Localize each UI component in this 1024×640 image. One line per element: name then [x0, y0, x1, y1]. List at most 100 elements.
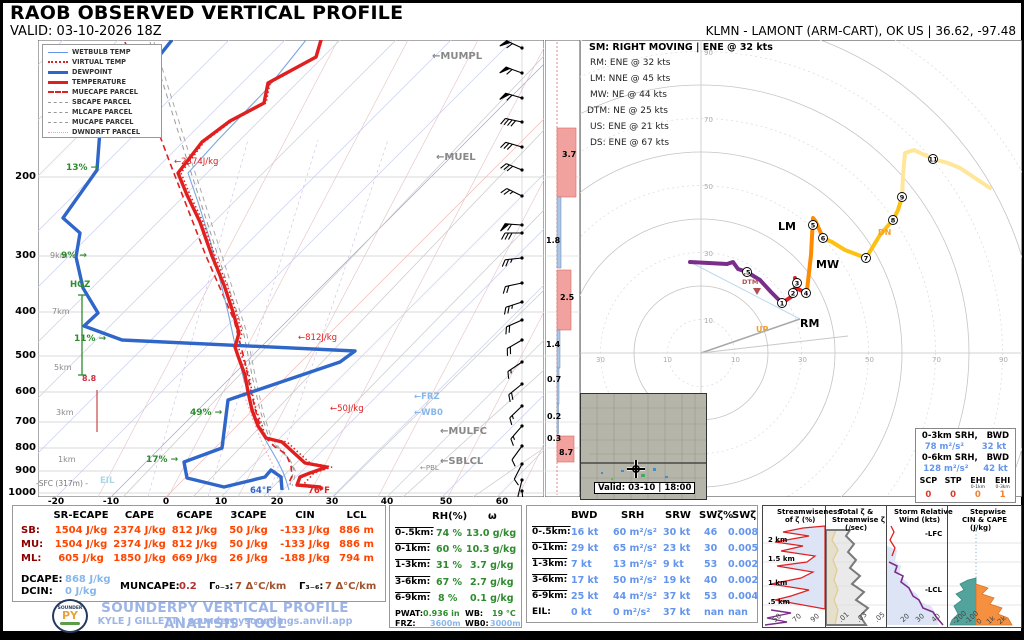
swz-value: 0.005	[728, 543, 759, 554]
row-label: MU:	[21, 539, 44, 550]
logo-text-py: PY	[61, 609, 79, 622]
srw-lower-line	[888, 561, 944, 626]
stepwise-cape-panel	[948, 524, 1021, 626]
dtm-label: DTM	[742, 278, 759, 286]
srw-value: 30 kt	[663, 527, 691, 538]
legend-label: DEWPOINT	[72, 68, 113, 76]
rh-value: 60 %	[436, 544, 463, 555]
thermo-header: CIN	[295, 510, 315, 521]
svg-text:10: 10	[704, 317, 713, 325]
mini-panels: Streamwiseness of ζ (%) 2 km 1.5 km 1 km…	[762, 505, 1022, 628]
map-inset: Valid: 03-10 | 18:00	[580, 393, 707, 500]
swzpct-value: 53	[704, 559, 718, 570]
bwd-value: 0 kt	[571, 607, 592, 618]
skewt-pressure-gridlines	[38, 176, 544, 494]
stp-header: STP	[944, 476, 962, 485]
frz-value: 3600m	[430, 619, 461, 628]
row-label: 0-.5km:	[395, 528, 434, 538]
panel4-title-2: CIN & CAPE	[962, 516, 1008, 524]
temperature-legend-swatch	[48, 80, 68, 84]
panel2-title-2: Streamwise ζ	[832, 516, 885, 524]
svg-text:30: 30	[596, 356, 605, 364]
omega-value: 3.7 g/kg	[470, 560, 514, 571]
swzpct-value: nan	[704, 607, 724, 618]
legend-label: MUECAPE PARCEL	[72, 88, 138, 96]
swz-value: 0.008	[728, 527, 759, 538]
page-title: RAOB OBSERVED VERTICAL PROFILE	[10, 2, 404, 24]
frame-left	[0, 0, 3, 640]
srh-value: 0 m²/s²	[613, 607, 651, 618]
scp-value: 0	[925, 490, 932, 500]
hodograph-ring-labels: 10 30 50 70 90 10 30 50 70 90 10 30	[596, 49, 1008, 364]
lapse36-label: Γ₃₋₆:	[299, 581, 324, 592]
row-label: 1-3km:	[532, 559, 568, 569]
temp-tick: -10	[102, 497, 120, 507]
srh-value: 50 m²/s²	[613, 575, 657, 586]
legend-label: VIRTUAL TEMP	[72, 58, 126, 66]
total-vorticity-profile	[826, 529, 870, 626]
height-label: 3km	[56, 408, 74, 417]
svg-text:3: 3	[795, 280, 800, 288]
temp-tick: 0	[162, 497, 170, 507]
swzpct-value: 53	[704, 591, 718, 602]
temp-tick: -20	[47, 497, 65, 507]
thermo-header: 6CAPE	[176, 510, 213, 521]
dewpoint-line	[61, 40, 357, 491]
dcin-value: 0 J/kg	[65, 586, 97, 597]
svg-text:50: 50	[704, 183, 713, 191]
sfc-elevation-label: -SFC (317m) -	[36, 479, 88, 488]
bwd-value: 25 kt	[571, 591, 599, 602]
srw-fill	[887, 546, 939, 625]
rm-label: RM	[800, 317, 820, 330]
panel1-height: 2 km	[768, 536, 788, 544]
cape6-value-annotation: ←812J/kg	[298, 333, 338, 343]
srh-0-3-values: 78 m²/s² 32 kt	[924, 442, 1007, 452]
row-label: 6-9km:	[532, 591, 568, 601]
logo-swoosh	[60, 622, 80, 625]
lcl-marker-label: -LCL	[925, 586, 942, 594]
advection-value: 2.5	[560, 293, 575, 302]
height-label: 7km	[52, 307, 70, 316]
height-label: 9km	[50, 251, 68, 260]
cell: 812 J/kg	[171, 525, 218, 536]
map-valid-label: Valid: 03-10 | 18:00	[594, 482, 696, 494]
row-label: 0-1km:	[532, 543, 568, 553]
pressure-tick: 700	[15, 416, 36, 427]
temp-tick: 10	[214, 497, 228, 507]
srh-value: 65 m²/s²	[613, 543, 657, 554]
legend-label: TEMPERATURE	[72, 78, 127, 86]
rh-annotation: 49% →	[190, 408, 223, 418]
rh-annotation: 13% →	[66, 163, 99, 173]
kinematics-table: BWD SRH SRW SWζ% SWζ 0-.5km: 16 kt 60 m²…	[526, 505, 758, 623]
hgz-line	[78, 294, 86, 376]
station-title: KLMN - LAMONT (ARM-CART), OK US | 36.62,…	[705, 24, 1016, 38]
srh-0-6-label: 0-6km SRH, BWD	[921, 453, 1010, 463]
legend-label: DWNDRFT PARCEL	[72, 128, 141, 136]
row-label: 1-3km:	[395, 560, 431, 570]
svg-text:1: 1	[780, 300, 785, 308]
wb-value: 19 °C	[492, 609, 516, 618]
thermo-header: 3CAPE	[230, 510, 267, 521]
panel4-title-3: (J/kg)	[970, 524, 992, 532]
mw-label: MW	[816, 258, 840, 271]
skewt-legend: WETBULB TEMP VIRTUAL TEMP DEWPOINT TEMPE…	[42, 44, 162, 138]
pressure-tick: 1000	[8, 487, 36, 498]
wb-label: WB:	[465, 609, 484, 618]
cell: 794 m	[339, 553, 374, 564]
dcape-label: DCAPE:	[21, 574, 63, 585]
svg-text:70: 70	[704, 116, 713, 124]
svg-text:30: 30	[704, 250, 713, 258]
srh-0-6-values: 128 m²/s² 42 kt	[923, 464, 1008, 474]
panel3-title-2: Wind (kts)	[899, 516, 941, 524]
rm-vector	[700, 318, 801, 354]
rh-annotation: 17% →	[146, 455, 179, 465]
streamwiseness-profile	[770, 525, 825, 610]
srh-value: 60 m²/s²	[613, 527, 657, 538]
pwat-label: PWAT:	[395, 609, 424, 618]
mlcape-parcel-line	[153, 41, 297, 487]
height-label: 1km	[58, 455, 76, 464]
panel1-title-1: Streamwiseness	[777, 508, 842, 516]
frame-top	[0, 0, 1024, 3]
pwat-value: 0.936 in	[423, 609, 460, 618]
panel-divider	[886, 506, 887, 627]
